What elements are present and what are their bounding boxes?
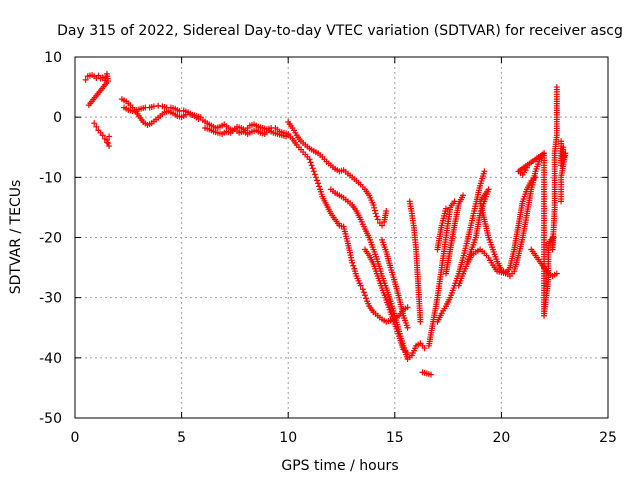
y-tick-label: -20	[39, 231, 62, 247]
series-drop-to-min	[327, 186, 428, 363]
data-point	[106, 143, 113, 150]
axes: 0 5 10 15 20 25 10 0 -10 -20 -30 -40 -50	[39, 50, 617, 446]
data-point	[417, 318, 424, 325]
chart-title: Day 315 of 2022, Sidereal Day-to-day VTE…	[57, 23, 623, 39]
data-point	[99, 74, 106, 81]
series-end-spikes	[541, 84, 569, 319]
data-point	[312, 174, 319, 181]
data-point	[197, 114, 204, 121]
data-point	[404, 304, 411, 311]
data-point	[105, 140, 112, 147]
x-tick-label: 15	[386, 430, 404, 446]
x-tick-label: 20	[492, 430, 510, 446]
y-tick-label: -30	[39, 291, 62, 307]
data-point	[451, 198, 458, 205]
data-point	[309, 165, 316, 172]
y-axis-label: SDTVAR / TECUs	[8, 180, 24, 295]
gridlines	[75, 57, 608, 418]
data-point	[106, 133, 113, 140]
data-point	[370, 202, 377, 209]
data-point	[558, 198, 565, 205]
y-tick-label: -40	[39, 351, 62, 367]
data-point	[383, 208, 390, 215]
data-point	[93, 123, 100, 130]
data-point	[532, 174, 539, 181]
series-afternoon-upper	[285, 118, 390, 229]
data-point	[372, 210, 379, 217]
data-point	[350, 262, 357, 269]
series-second-drop	[361, 236, 411, 357]
data-point	[404, 350, 411, 357]
data-point	[176, 108, 183, 115]
data-point	[99, 132, 106, 139]
data-point	[359, 286, 366, 293]
data-point	[360, 289, 367, 296]
data-point	[85, 102, 92, 109]
x-tick-label: 25	[599, 430, 617, 446]
data-point	[361, 292, 368, 299]
data-point	[315, 180, 322, 187]
data-point	[363, 295, 370, 302]
series-midday	[199, 117, 292, 140]
series-late-evening	[455, 174, 539, 289]
data-point	[553, 84, 560, 91]
data-point	[155, 102, 162, 109]
data-point	[316, 183, 323, 190]
data-point	[404, 324, 411, 331]
data-point	[481, 168, 488, 175]
data-point	[523, 164, 530, 171]
y-tick-label: -50	[39, 411, 62, 427]
data-point	[421, 345, 428, 352]
data-point	[442, 205, 449, 212]
data-point	[349, 259, 356, 266]
data-point	[307, 159, 314, 166]
series-cluster-b	[91, 120, 113, 150]
data-point	[306, 156, 313, 163]
y-tick-label: 10	[44, 50, 62, 66]
series-night-series	[406, 168, 488, 378]
data-point	[379, 222, 386, 229]
data-point	[373, 213, 380, 220]
series-morning	[118, 96, 204, 128]
data-point	[553, 270, 560, 277]
data-point	[103, 137, 110, 144]
x-tick-label: 0	[71, 430, 80, 446]
data-point	[428, 371, 435, 378]
series-afternoon-lower	[285, 132, 411, 325]
data-point	[371, 207, 378, 214]
data-point	[308, 162, 315, 169]
data-point	[374, 216, 381, 223]
data-point	[95, 72, 102, 79]
y-tick-label: -10	[39, 170, 62, 186]
data-point	[357, 282, 364, 289]
data-point	[313, 177, 320, 184]
x-tick-label: 10	[279, 430, 297, 446]
x-axis-label: GPS time / hours	[281, 458, 398, 474]
data-point	[460, 192, 467, 199]
y-tick-label: 0	[53, 110, 62, 126]
data-point	[311, 171, 318, 178]
data-points	[82, 70, 569, 378]
data-point	[91, 120, 98, 127]
data-point	[82, 76, 89, 83]
series-cluster-a	[82, 70, 112, 109]
data-point	[371, 204, 378, 211]
data-point	[310, 168, 317, 175]
data-point	[150, 103, 157, 110]
series-upswings	[425, 150, 560, 349]
x-tick-label: 5	[177, 430, 186, 446]
plot-border	[74, 56, 609, 419]
